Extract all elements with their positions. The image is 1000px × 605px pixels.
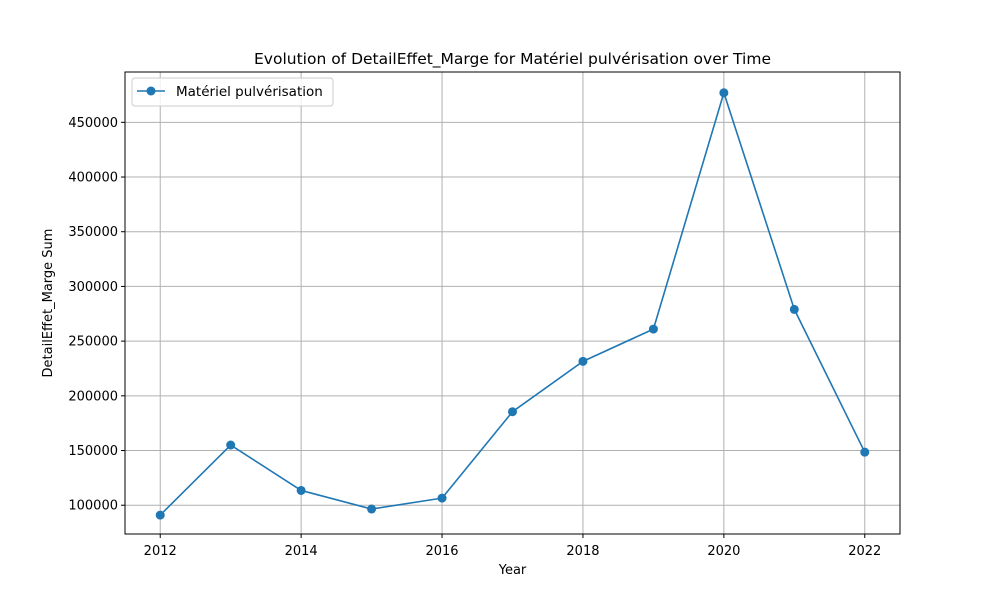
- data-point: [508, 407, 517, 417]
- data-point: [367, 504, 377, 514]
- y-tick-label: 450000: [68, 116, 118, 131]
- y-tick-label: 100000: [68, 499, 118, 514]
- legend-label: Matériel pulvérisation: [176, 84, 323, 100]
- x-tick-label: 2022: [848, 544, 881, 559]
- grid: [125, 72, 900, 534]
- x-tick-label: 2018: [566, 544, 599, 559]
- legend: Matériel pulvérisation: [131, 77, 334, 107]
- plot-frame: [124, 71, 901, 535]
- data-point: [648, 324, 658, 334]
- legend-box: [131, 77, 334, 107]
- legend-marker-swatch: [146, 86, 156, 96]
- y-tick-label: 250000: [68, 335, 118, 350]
- data-point: [578, 356, 588, 366]
- x-tick-label: 2014: [285, 544, 318, 559]
- data-point: [296, 485, 306, 495]
- y-tick-label: 300000: [68, 280, 118, 295]
- tick-layer: 2012 2014 2016 2018 2020 2022 100000 150000 2000…: [68, 116, 881, 559]
- chart-title: Evolution of DetailEffet_Marge for Matér…: [254, 50, 771, 69]
- series-layer: [155, 88, 870, 520]
- x-tick-label: 2016: [425, 544, 458, 559]
- data-point: [437, 493, 447, 503]
- data-point: [789, 304, 799, 314]
- data-point: [226, 440, 236, 450]
- x-tick-label: 2020: [707, 544, 740, 559]
- y-tick-label: 350000: [68, 225, 118, 240]
- y-tick-label: 200000: [68, 389, 118, 404]
- y-axis-label: DetailEffet_Marge Sum: [41, 229, 56, 378]
- y-tick-label: 400000: [68, 171, 118, 186]
- y-tick-label: 150000: [68, 444, 118, 459]
- data-point: [719, 88, 729, 98]
- data-point: [155, 510, 165, 520]
- x-tick-label: 2012: [144, 544, 177, 559]
- data-point: [860, 447, 870, 457]
- x-axis-label: Year: [498, 563, 527, 578]
